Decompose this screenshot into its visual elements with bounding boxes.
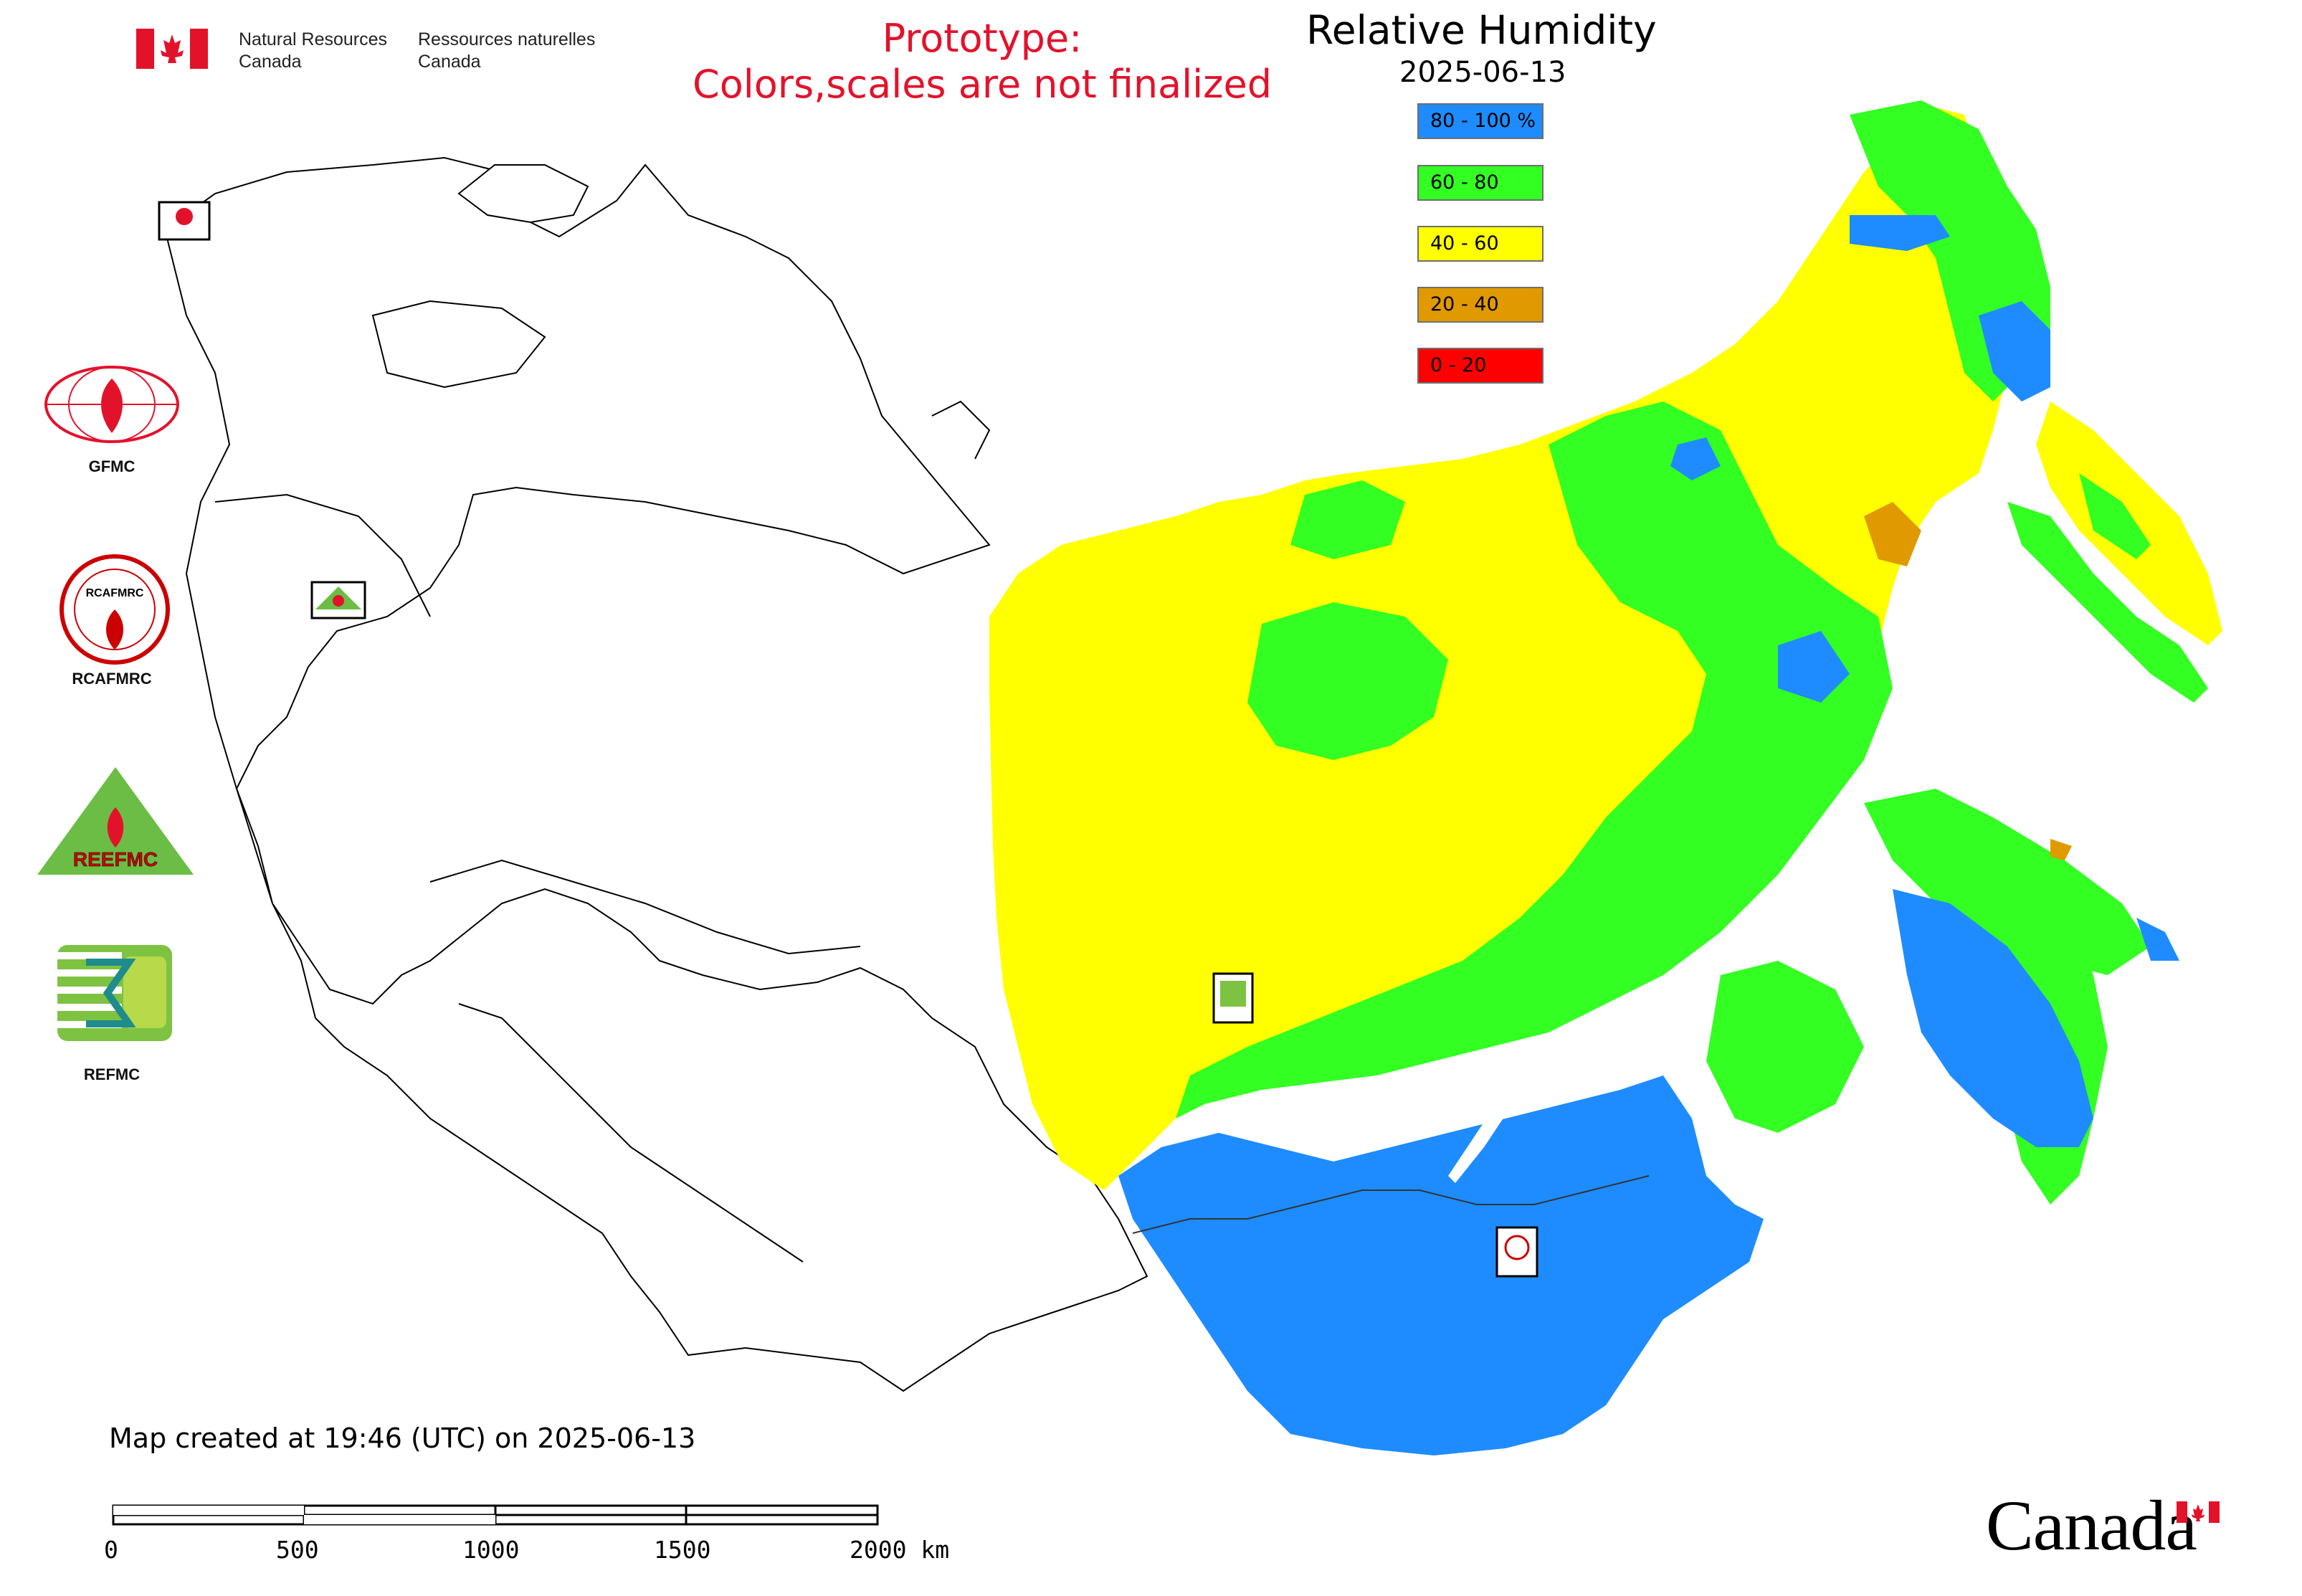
legend-item: 40 - 60 [1417,226,1544,262]
marker-refmc[interactable] [1212,972,1254,1024]
legend-item: 60 - 80 [1417,165,1544,201]
legend-item: 80 - 100 % [1417,103,1544,139]
country-outlines [163,156,1148,1392]
rcafmrc-logo-icon: RCAFMRC [57,552,172,670]
marker-gfmc[interactable] [158,201,211,241]
prototype-line2: Colors,scales are not finalized [693,62,1272,107]
border-line [1132,1175,1650,1234]
canada-flag-icon [136,29,208,69]
map-date: 2025-06-13 [1399,56,1566,89]
marker-reefmc[interactable] [310,581,366,619]
svg-text:RCAFMRC: RCAFMRC [86,587,144,599]
agency-name-en: Natural Resources Canada [239,29,387,73]
nrcan-signature [136,29,208,72]
scale-tick-1000: 1000 [462,1536,520,1564]
prototype-line1: Prototype: [882,16,1083,61]
gfmc-logo-icon [40,364,184,460]
legend-item: 20 - 40 [1417,287,1544,323]
scale-bar [112,1504,886,1531]
scale-tick-0: 0 [104,1536,118,1564]
agency-fr-line2: Canada [418,52,481,72]
canada-wordmark: Canada [1986,1486,2197,1565]
scale-tick-500: 500 [276,1536,319,1564]
reefmc-logo-icon: REEFMC [37,767,194,878]
marker-rcafmrc[interactable] [1495,1226,1538,1278]
agency-name-fr: Ressources naturelles Canada [418,29,595,73]
logo-label-rcafmrc: RCAFMRC [72,670,152,688]
refmc-logo-icon [57,945,172,1044]
wordmark-flag-icon [2177,1501,2220,1526]
logo-label-refmc: REFMC [83,1065,141,1083]
agency-en-line2: Canada [239,52,302,72]
map-title: Relative Humidity [1306,7,1657,53]
agency-en-line1: Natural Resources [239,29,388,49]
logo-label-gfmc: GFMC [88,457,135,475]
svg-text:REEFMC: REEFMC [73,848,158,870]
scale-tick-2000km: 2000 km [850,1536,950,1564]
legend-item: 0 - 20 [1417,348,1544,384]
humidity-raster [989,100,2222,1455]
map-created-text: Map created at 19:46 (UTC) on 2025-06-13 [109,1422,696,1454]
prototype-notice: Prototype: Colors,scales are not finaliz… [660,16,1305,108]
scale-tick-1500: 1500 [654,1536,711,1564]
agency-fr-line1: Ressources naturelles [418,29,596,49]
